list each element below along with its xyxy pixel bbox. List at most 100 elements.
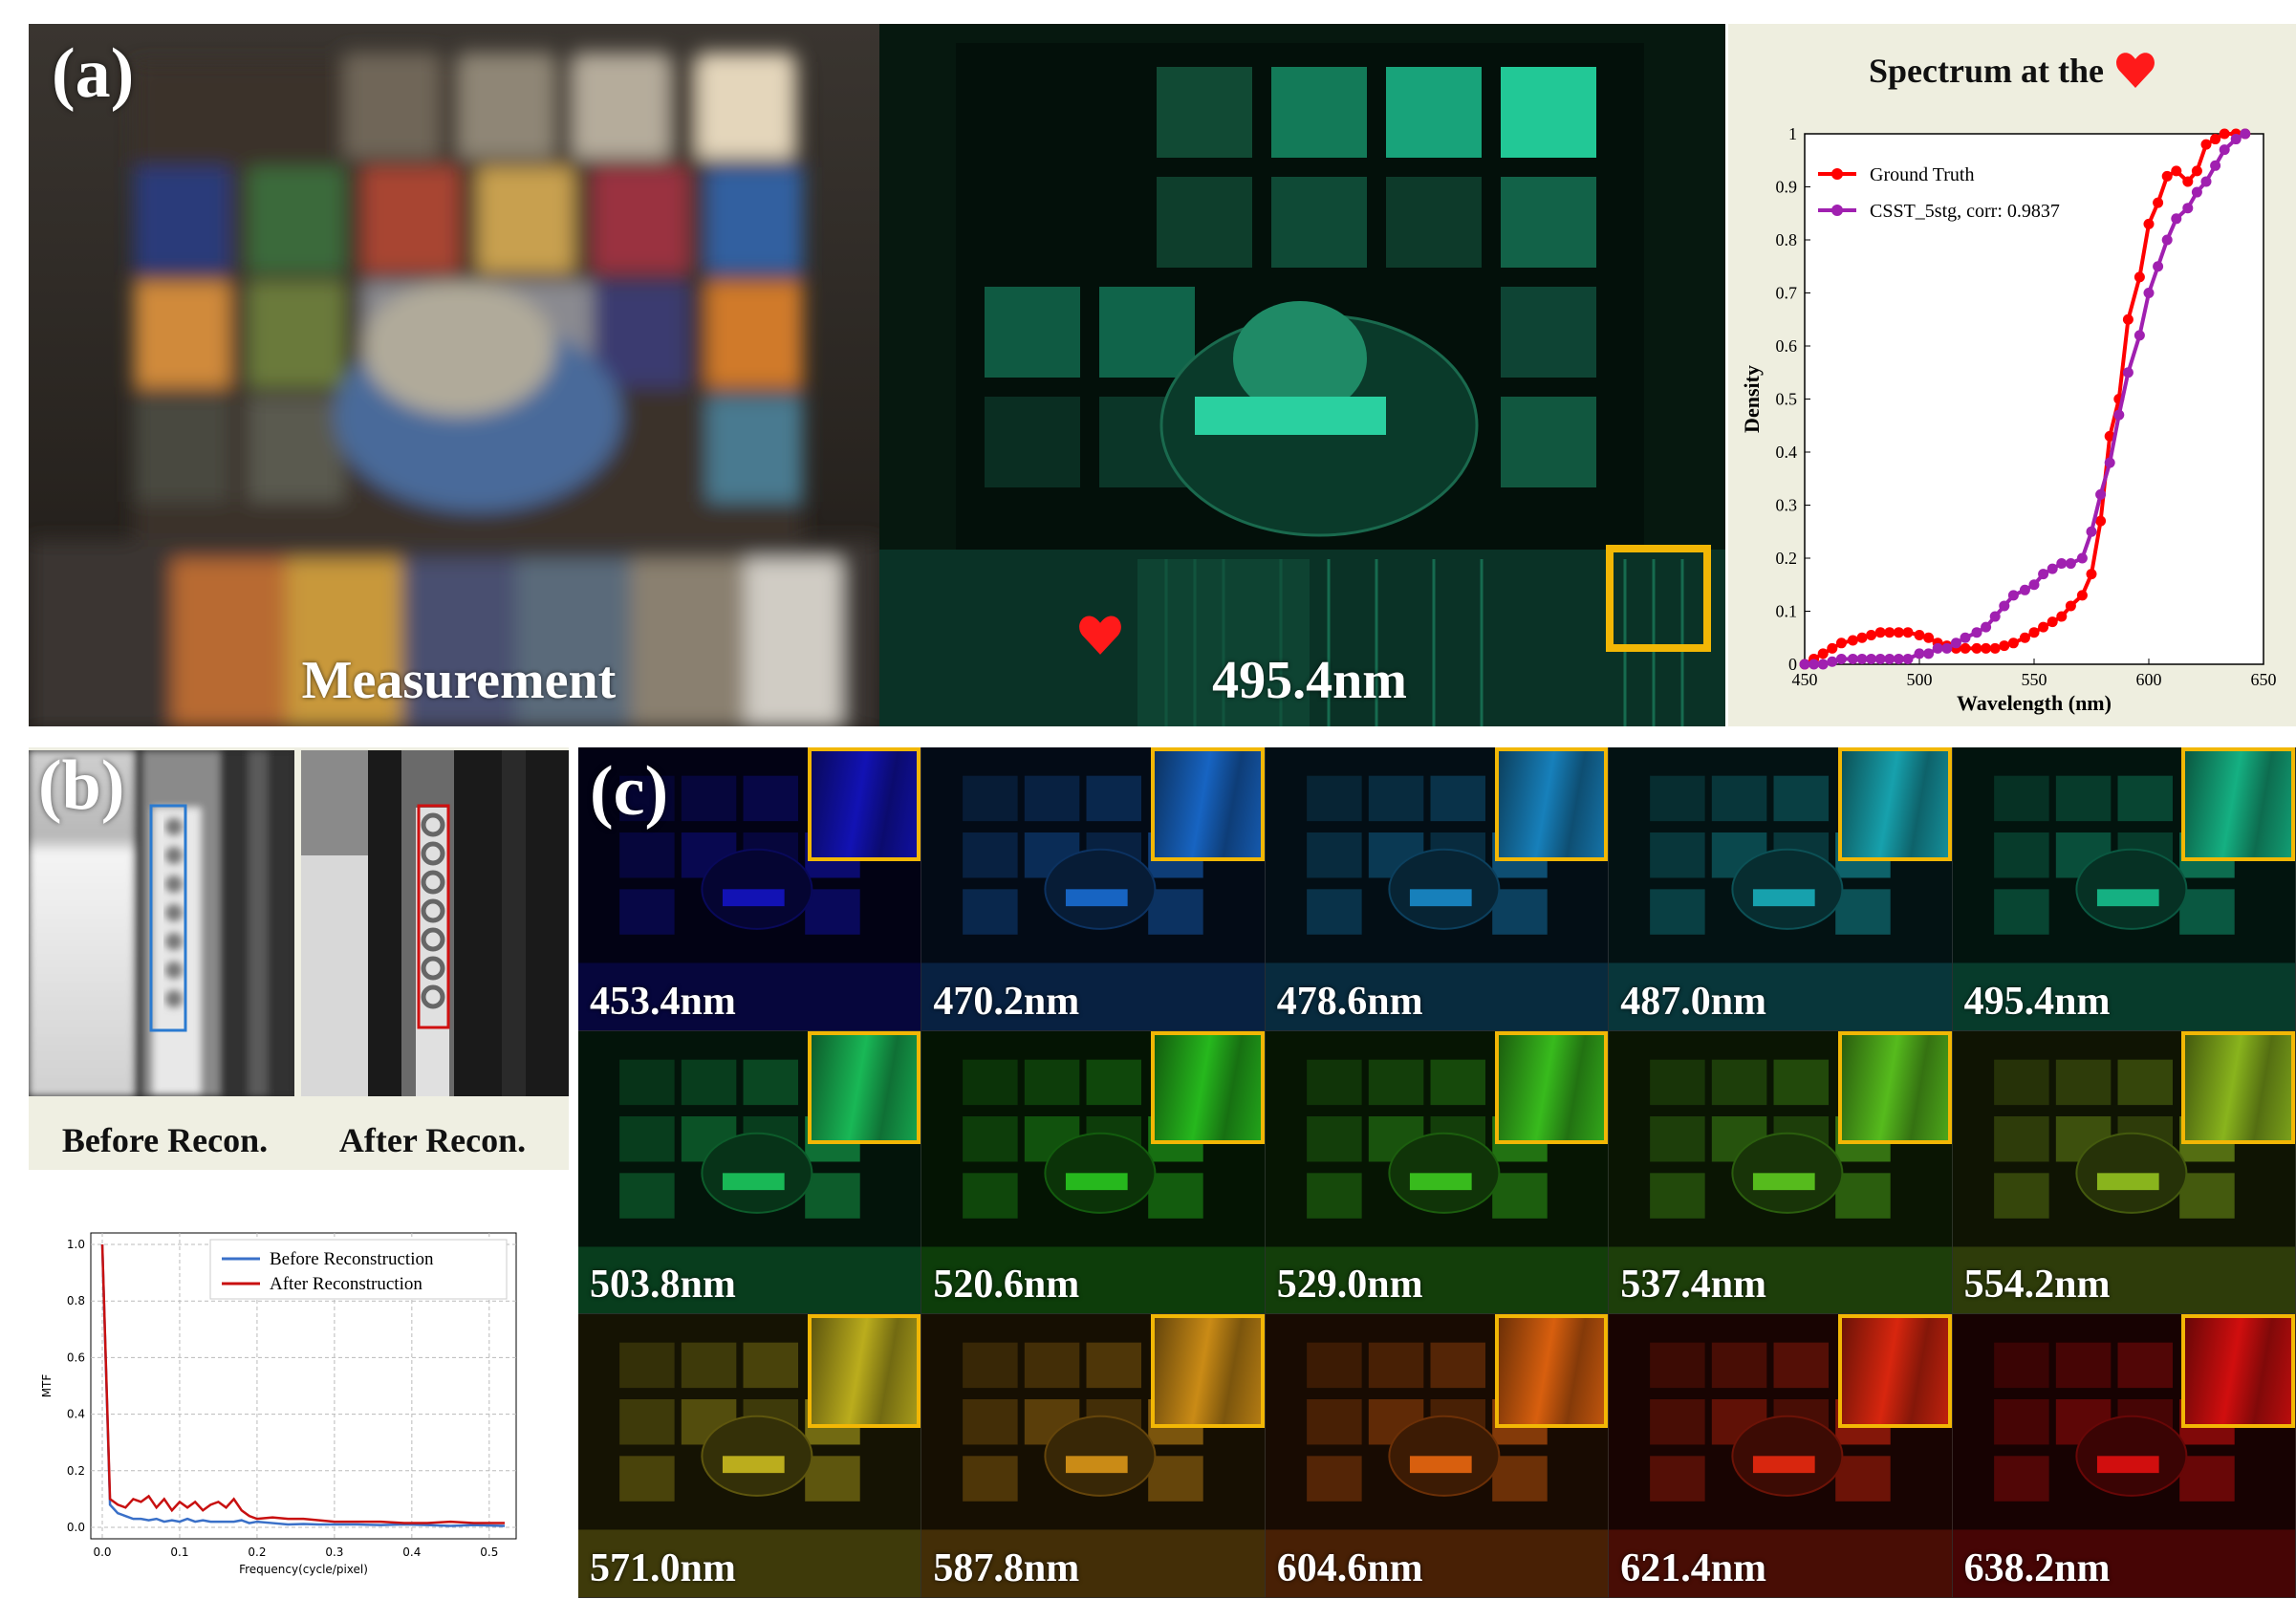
measurement-image: (a) Measurement [29, 24, 879, 726]
x-tick-label: 500 [1907, 670, 1933, 689]
tile-floor [921, 962, 1265, 1030]
tile-floor [1609, 1529, 1952, 1597]
tile-patch [963, 1115, 1019, 1162]
tile-patch [1835, 1456, 1891, 1502]
data-point [2143, 288, 2155, 298]
tile-object-bright [722, 1172, 785, 1190]
data-point [2182, 176, 2194, 187]
tile-patch [1148, 1172, 1204, 1219]
y-tick-label: 0.0 [67, 1521, 85, 1534]
tile-patch [681, 1342, 737, 1389]
data-point [2056, 558, 2068, 570]
spectral-tile: 604.6nm [1265, 1314, 1610, 1598]
tile-object-bright [1409, 1172, 1472, 1190]
after-recon-label: After Recon. [338, 1121, 527, 1159]
zoom-inset [1494, 747, 1609, 861]
data-point [2113, 409, 2125, 421]
y-tick-label: 0.1 [1776, 602, 1798, 621]
tile-floor [921, 1246, 1265, 1314]
spectral-tile: 587.8nm [921, 1314, 1266, 1598]
x-tick-label: 650 [2251, 670, 2277, 689]
data-point [2056, 611, 2068, 622]
legend-label: Before Reconstruction [270, 1249, 434, 1269]
data-point [1866, 653, 1877, 664]
tile-object-bright [722, 889, 785, 907]
data-point [1960, 642, 1971, 654]
tile-object-bright [722, 1456, 785, 1474]
mtf-chart-panel: 0.0 0.1 0.2 0.3 0.4 0.5 0.0 0.2 0.4 0.6 0.8 1.0 Freq… [29, 1180, 569, 1596]
tile-patch [1993, 1342, 2049, 1389]
spectral-tile: 537.4nm [1609, 1030, 1953, 1315]
wavelength-label: 503.8nm [590, 1263, 736, 1308]
y-tick-label: 0.3 [1776, 496, 1798, 515]
data-point [2200, 139, 2212, 150]
tile-object-bright [1753, 889, 1815, 907]
y-tick-label: 0.4 [67, 1408, 85, 1421]
spectrum-chart: 450 500 550 600 650 0 0.1 0.2 0.3 0.4 0.5 0.6 0.7 0.8… [1740, 124, 2277, 715]
y-axis-label: Density [1740, 365, 1764, 433]
x-tick-label: 600 [2136, 670, 2162, 689]
spectral-tile: 638.2nm [1952, 1314, 2296, 1598]
tile-patch [963, 832, 1019, 878]
zoom-inset [1837, 1030, 1952, 1145]
data-point [2200, 176, 2212, 187]
tile-patch [619, 1172, 675, 1219]
tile-patch [1650, 1115, 1705, 1162]
tile-patch [2055, 1342, 2111, 1389]
data-point [2240, 128, 2251, 140]
data-point [1884, 627, 1895, 638]
y-tick-label: 1.0 [67, 1238, 85, 1251]
tile-patch [1148, 889, 1204, 935]
data-point [2122, 367, 2134, 378]
tile-patch [805, 889, 860, 935]
data-point [2065, 600, 2076, 612]
data-point [2095, 488, 2107, 500]
x-tick-label: 550 [2022, 670, 2047, 689]
y-tick-label: 0.9 [1776, 178, 1798, 197]
x-tick-label: 0.0 [93, 1545, 111, 1559]
data-point [1902, 653, 1914, 664]
panel-b-label: (b) [38, 746, 125, 825]
zoom-inset [1151, 1030, 1265, 1145]
data-point [1809, 659, 1820, 670]
zoom-inset [2181, 1030, 2295, 1145]
tile-patch [1650, 832, 1705, 878]
spectrum-chart-title: Spectrum at the [1869, 52, 2104, 90]
x-tick-label: 0.2 [248, 1545, 266, 1559]
tile-patch [1773, 775, 1830, 822]
tile-patch [1712, 1342, 1767, 1389]
tile-patch [1368, 1059, 1424, 1105]
data-point [1914, 648, 1925, 659]
tile-object-bright [1066, 889, 1129, 907]
spectral-grid: 453.4nm 470.2nm 478.6nm 487.0nm 495.4nm 503.8… [578, 747, 2296, 1598]
tile-patch [805, 1172, 860, 1219]
tile-patch [1492, 1172, 1548, 1219]
spectral-tile: 487.0nm [1609, 747, 1953, 1031]
data-point [1941, 642, 1953, 654]
data-point [2191, 165, 2202, 177]
tile-floor [1609, 1246, 1952, 1314]
data-point [2122, 313, 2134, 325]
tile-patch [1148, 1456, 1204, 1502]
data-point [2047, 616, 2058, 628]
data-point [2076, 590, 2088, 601]
tile-object-bright [1753, 1456, 1815, 1474]
tile-patch [2178, 1456, 2235, 1502]
zoom-inset [1494, 1314, 1609, 1428]
y-tick-label: 0.2 [1776, 549, 1798, 568]
tile-patch [2178, 1172, 2235, 1219]
tile-patch [743, 1059, 799, 1105]
tile-patch [963, 1172, 1019, 1219]
data-point [1827, 656, 1838, 667]
data-point [2153, 197, 2164, 208]
tile-object [1731, 848, 1844, 930]
data-point [1817, 648, 1829, 659]
tile-patch [1993, 1172, 2049, 1219]
data-point [2038, 621, 2049, 633]
series-line-before [100, 1243, 506, 1527]
tile-patch [1993, 775, 2049, 822]
legend-label: Ground Truth [1870, 164, 1974, 185]
data-point [2134, 330, 2145, 341]
recon-wavelength-label: 495.4nm [1212, 651, 1407, 710]
tile-scene [578, 1030, 921, 1314]
